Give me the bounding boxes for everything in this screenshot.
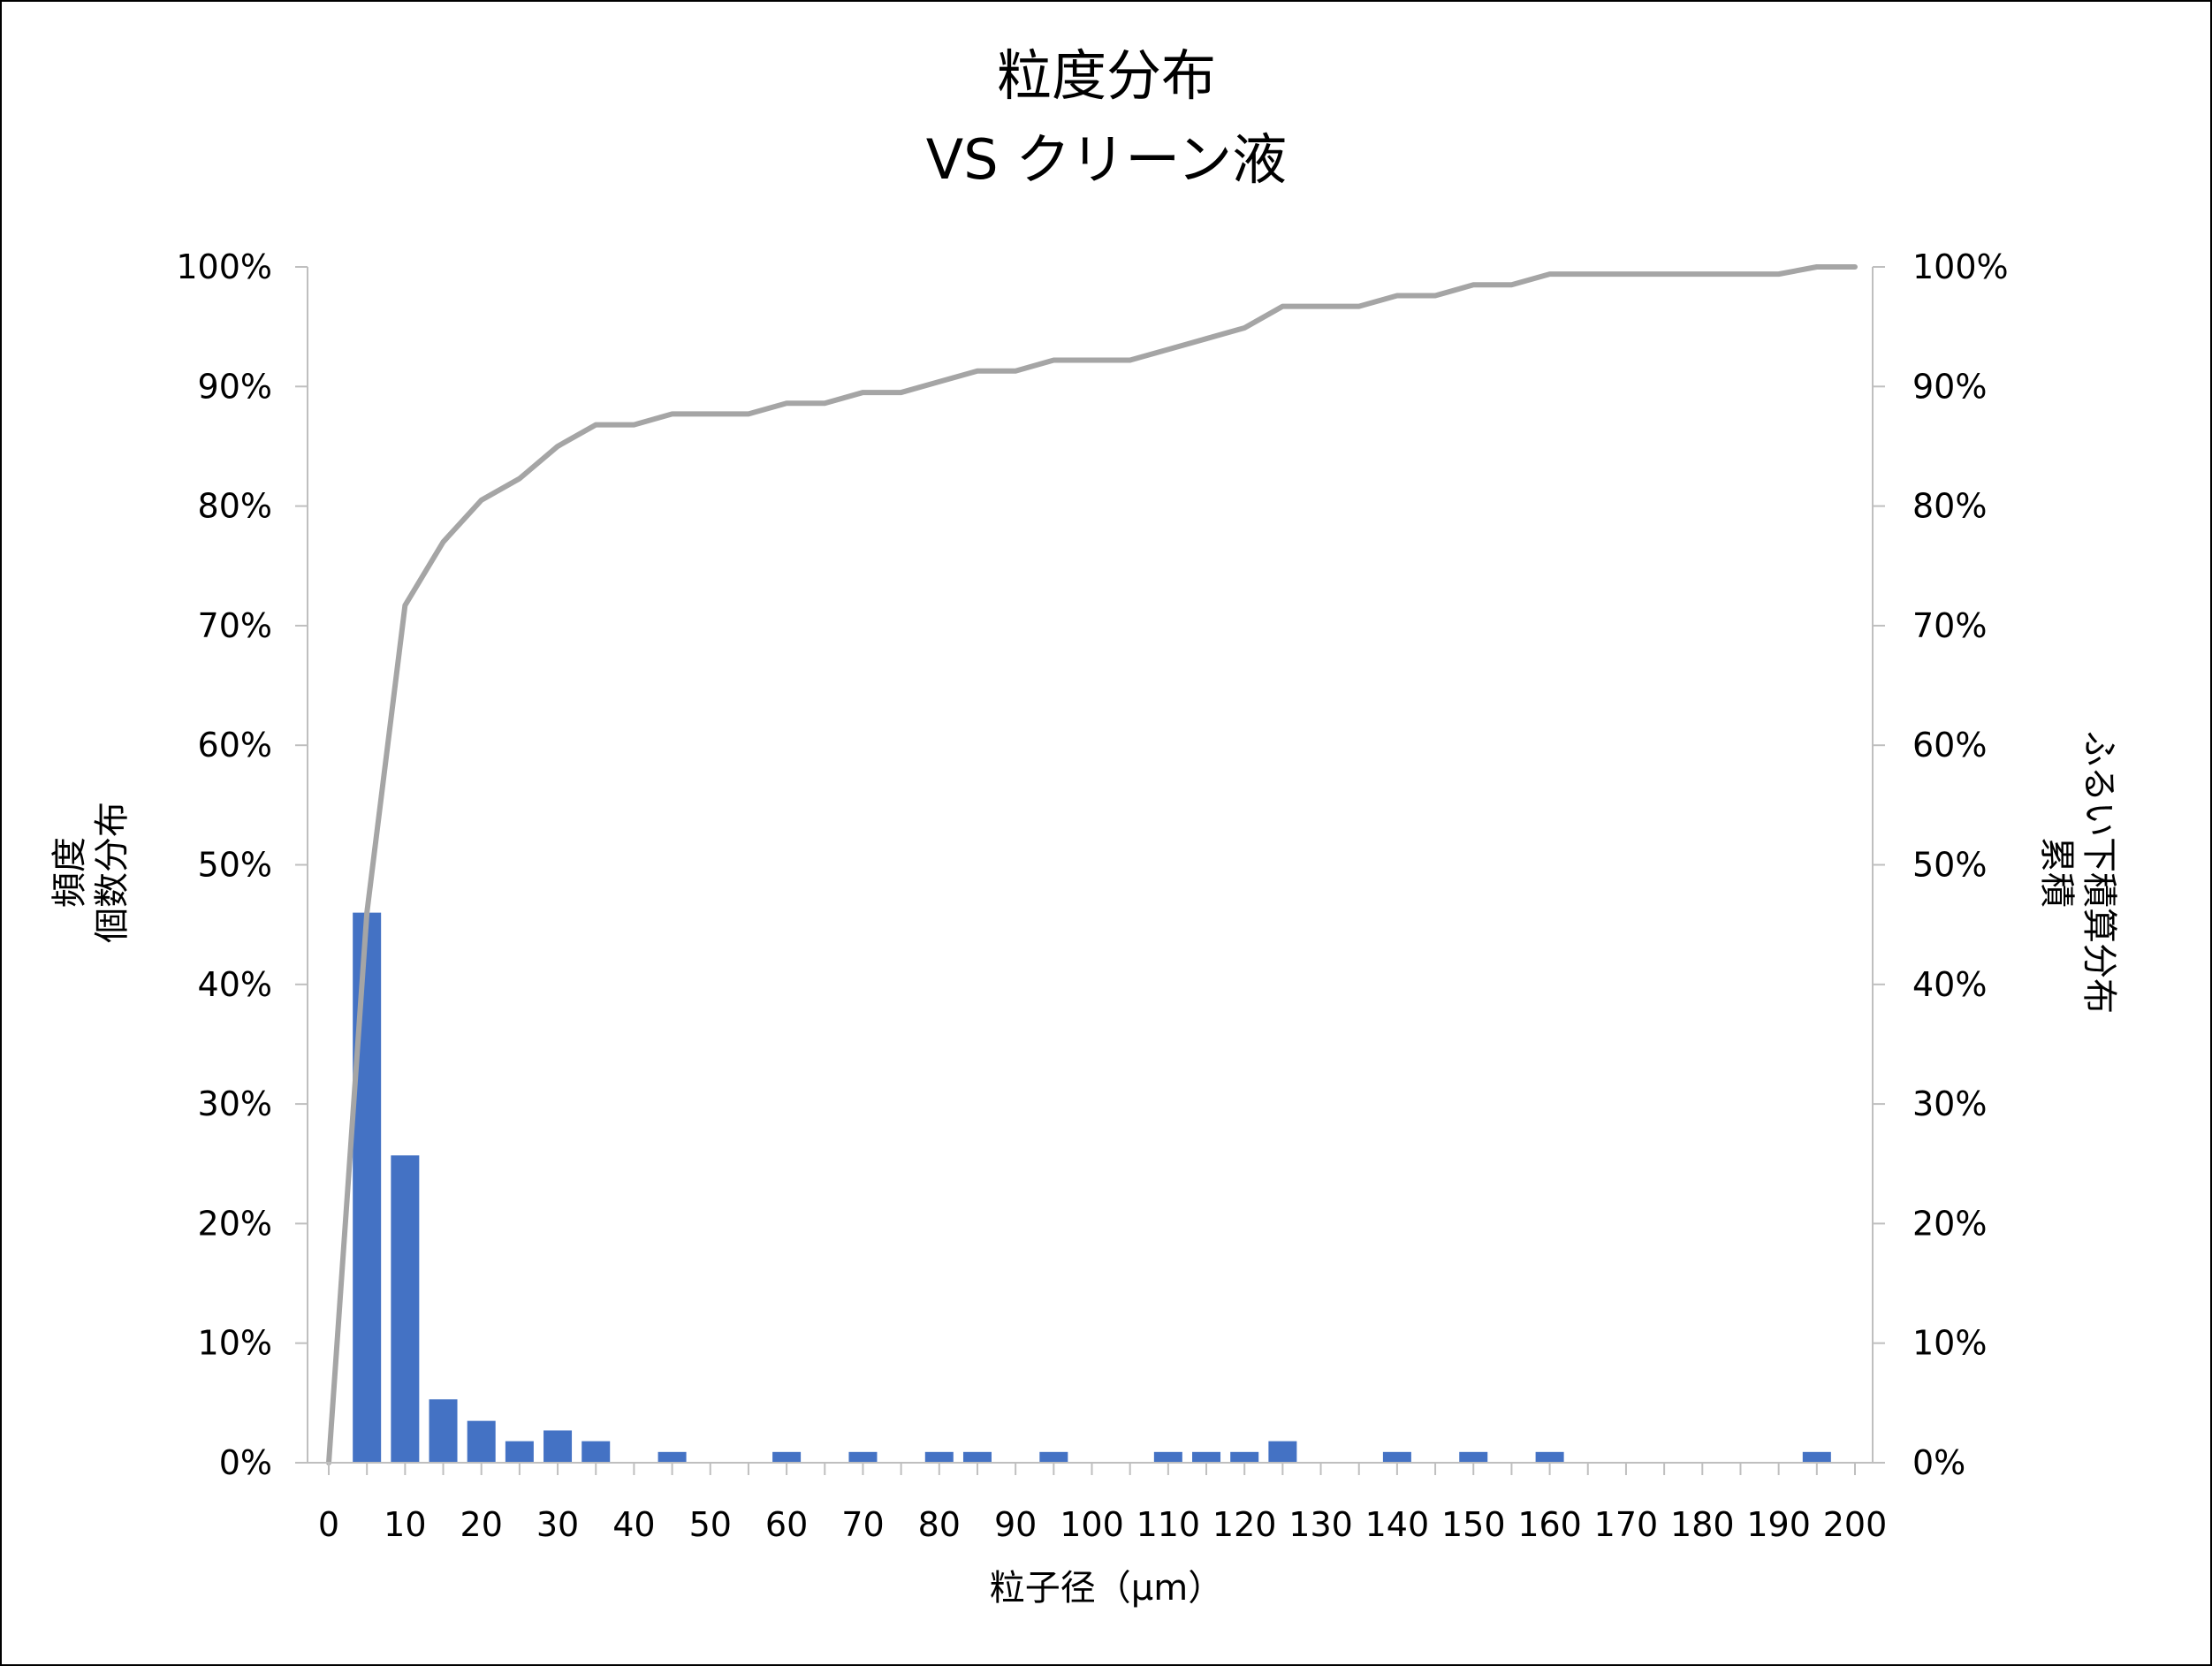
right-axis-title-line-1: ふるい下積算分布 — [2079, 731, 2119, 1014]
left-y-tick-label: 50% — [198, 846, 272, 885]
histogram-bar — [429, 1399, 458, 1463]
histogram-bar — [1459, 1451, 1488, 1463]
histogram-bar — [1192, 1451, 1221, 1463]
right-y-tick-label: 40% — [1912, 965, 1987, 1004]
histogram-bar — [505, 1441, 534, 1463]
right-y-tick-label: 0% — [1912, 1443, 1965, 1482]
right-y-tick-label: 90% — [1912, 367, 1987, 406]
histogram-bar — [962, 1451, 992, 1463]
left-y-tick-label: 90% — [198, 367, 272, 406]
histogram-bar — [353, 912, 382, 1463]
histogram-bar — [1230, 1451, 1259, 1463]
x-tick-label: 0 — [318, 1505, 339, 1544]
right-axis-title: ふるい下積算分布 累積 — [2036, 731, 2119, 1014]
right-y-tick-label: 20% — [1912, 1204, 1987, 1243]
left-y-tick-label: 20% — [198, 1204, 272, 1243]
axes: 0% 0% 10% 10% 20% 20% 30% 30% 40% 40% 50% 50% 60% 60%… — [176, 247, 2008, 1544]
left-y-tick-label: 60% — [198, 726, 272, 765]
cumulative-distribution-line — [326, 264, 1858, 1465]
left-y-tick-label: 10% — [198, 1324, 272, 1363]
left-y-tick-label: 100% — [176, 247, 272, 286]
histogram-bar — [924, 1451, 954, 1463]
x-tick-label: 70 — [841, 1505, 884, 1544]
histogram-bar — [1535, 1451, 1564, 1463]
left-axis-title-line-1: 頻度 — [49, 837, 90, 908]
x-tick-label: 200 — [1823, 1505, 1888, 1544]
x-tick-label: 10 — [384, 1505, 426, 1544]
right-y-tick-label: 60% — [1912, 726, 1987, 765]
x-tick-label: 50 — [689, 1505, 732, 1544]
right-axis-title-line-2: 累積 — [2036, 837, 2077, 908]
x-tick-label: 110 — [1136, 1505, 1201, 1544]
histogram-bar — [1039, 1451, 1068, 1463]
histogram-bar — [1153, 1451, 1182, 1463]
histogram-bar — [582, 1441, 611, 1463]
x-tick-label: 60 — [765, 1505, 808, 1544]
chart-title-line-1: 粒度分布 — [997, 43, 1216, 108]
right-y-tick-label: 50% — [1912, 846, 1987, 885]
x-tick-label: 150 — [1441, 1505, 1506, 1544]
left-y-tick-label: 0% — [219, 1443, 272, 1482]
x-tick-label: 160 — [1517, 1505, 1582, 1544]
left-y-tick-label: 80% — [198, 487, 272, 526]
right-y-tick-label: 30% — [1912, 1084, 1987, 1123]
histogram-bar — [543, 1430, 573, 1463]
x-tick-label: 170 — [1594, 1505, 1659, 1544]
x-tick-label: 100 — [1060, 1505, 1124, 1544]
right-y-tick-label: 100% — [1912, 247, 2009, 286]
x-tick-label: 190 — [1746, 1505, 1811, 1544]
right-y-tick-label: 70% — [1912, 606, 1987, 645]
histogram-bar — [467, 1420, 496, 1463]
x-tick-label: 90 — [994, 1505, 1037, 1544]
right-y-tick-label: 10% — [1912, 1324, 1987, 1363]
right-y-tick-label: 80% — [1912, 487, 1987, 526]
x-tick-label: 140 — [1365, 1505, 1430, 1544]
histogram-bar — [772, 1451, 802, 1463]
plot-area — [326, 264, 1858, 1465]
histogram-bar — [1268, 1441, 1297, 1463]
x-tick-label: 20 — [460, 1505, 503, 1544]
histogram-bar — [658, 1451, 687, 1463]
x-axis-title: 粒子径（μm） — [990, 1568, 1223, 1609]
histogram-bar — [1802, 1451, 1831, 1463]
x-tick-label: 80 — [918, 1505, 961, 1544]
x-tick-label: 130 — [1288, 1505, 1353, 1544]
left-y-tick-label: 70% — [198, 606, 272, 645]
left-axis-title-line-2: 個数分布 — [92, 802, 133, 943]
chart-title-line-2: VS クリーン液 — [926, 127, 1287, 192]
x-tick-label: 120 — [1212, 1505, 1277, 1544]
left-y-tick-label: 30% — [198, 1084, 272, 1123]
left-y-tick-label: 40% — [198, 965, 272, 1004]
histogram-bar — [391, 1155, 420, 1463]
x-tick-label: 180 — [1670, 1505, 1735, 1544]
histogram-bar — [848, 1451, 878, 1463]
x-tick-label: 30 — [536, 1505, 579, 1544]
left-axis-title: 頻度 個数分布 — [49, 802, 133, 943]
x-tick-label: 40 — [612, 1505, 655, 1544]
histogram-bar — [1382, 1451, 1411, 1463]
